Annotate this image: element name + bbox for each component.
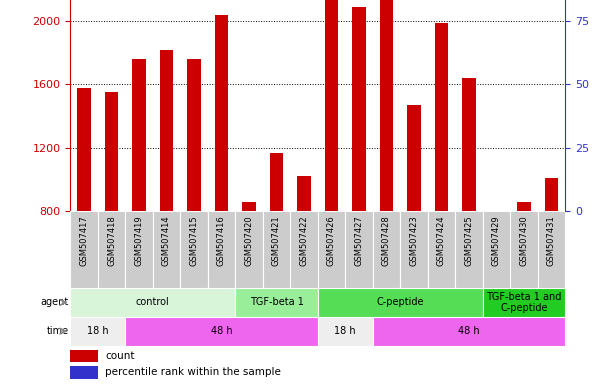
Text: GSM507419: GSM507419 (134, 215, 144, 266)
Text: percentile rank within the sample: percentile rank within the sample (105, 367, 281, 377)
Text: time: time (47, 326, 69, 336)
Bar (132, 59, 146, 211)
Bar (407, 105, 421, 211)
Bar (104, 93, 119, 211)
Text: GSM507414: GSM507414 (162, 215, 171, 266)
Bar (125, 317, 318, 346)
Bar (455, 211, 483, 288)
Bar (70, 350, 98, 362)
Text: GSM507416: GSM507416 (217, 215, 226, 266)
Text: TGF-beta 1 and
C-peptide: TGF-beta 1 and C-peptide (486, 291, 562, 313)
Text: agent: agent (41, 297, 69, 308)
Text: 18 h: 18 h (334, 326, 356, 336)
Bar (379, 0, 393, 211)
Bar (538, 211, 565, 288)
Bar (324, 0, 338, 211)
Bar (269, 152, 284, 211)
Text: 48 h: 48 h (458, 326, 480, 336)
Text: GSM507421: GSM507421 (272, 215, 281, 266)
Bar (180, 211, 208, 288)
Bar (98, 211, 125, 288)
Bar (462, 78, 476, 211)
Text: GSM507427: GSM507427 (354, 215, 364, 266)
Text: GSM507425: GSM507425 (464, 215, 474, 266)
Text: GSM507430: GSM507430 (519, 215, 529, 266)
Text: GSM507429: GSM507429 (492, 215, 501, 266)
Text: GSM507420: GSM507420 (244, 215, 254, 266)
Bar (318, 211, 345, 288)
Bar (352, 7, 366, 211)
Bar (263, 211, 290, 288)
Bar (373, 211, 400, 288)
Bar (153, 211, 180, 288)
Bar (187, 59, 201, 211)
Bar (70, 211, 98, 288)
Bar (517, 202, 531, 211)
Bar (345, 211, 373, 288)
Text: GSM507415: GSM507415 (189, 215, 199, 266)
Bar (77, 88, 91, 211)
Bar (208, 211, 235, 288)
Bar (318, 317, 373, 346)
Text: GSM507418: GSM507418 (107, 215, 116, 266)
Text: GSM507424: GSM507424 (437, 215, 446, 266)
Text: GSM507417: GSM507417 (79, 215, 89, 266)
Bar (483, 288, 565, 317)
Bar (70, 366, 98, 379)
Bar (510, 211, 538, 288)
Bar (373, 317, 565, 346)
Bar (428, 211, 455, 288)
Bar (483, 211, 510, 288)
Bar (544, 178, 558, 211)
Bar (242, 202, 256, 211)
Bar (400, 211, 428, 288)
Bar (214, 15, 229, 211)
Text: 48 h: 48 h (211, 326, 232, 336)
Bar (70, 288, 235, 317)
Text: GSM507426: GSM507426 (327, 215, 336, 266)
Bar (235, 288, 318, 317)
Text: control: control (136, 297, 170, 308)
Bar (159, 50, 174, 211)
Bar (434, 23, 448, 211)
Text: GSM507423: GSM507423 (409, 215, 419, 266)
Bar (318, 288, 483, 317)
Text: 18 h: 18 h (87, 326, 109, 336)
Bar (70, 317, 125, 346)
Bar (235, 211, 263, 288)
Text: TGF-beta 1: TGF-beta 1 (249, 297, 304, 308)
Bar (489, 211, 503, 216)
Text: C-peptide: C-peptide (376, 297, 424, 308)
Bar (297, 176, 311, 211)
Text: GSM507428: GSM507428 (382, 215, 391, 266)
Text: GSM507422: GSM507422 (299, 215, 309, 266)
Text: GSM507431: GSM507431 (547, 215, 556, 266)
Text: count: count (105, 351, 134, 361)
Bar (290, 211, 318, 288)
Bar (125, 211, 153, 288)
